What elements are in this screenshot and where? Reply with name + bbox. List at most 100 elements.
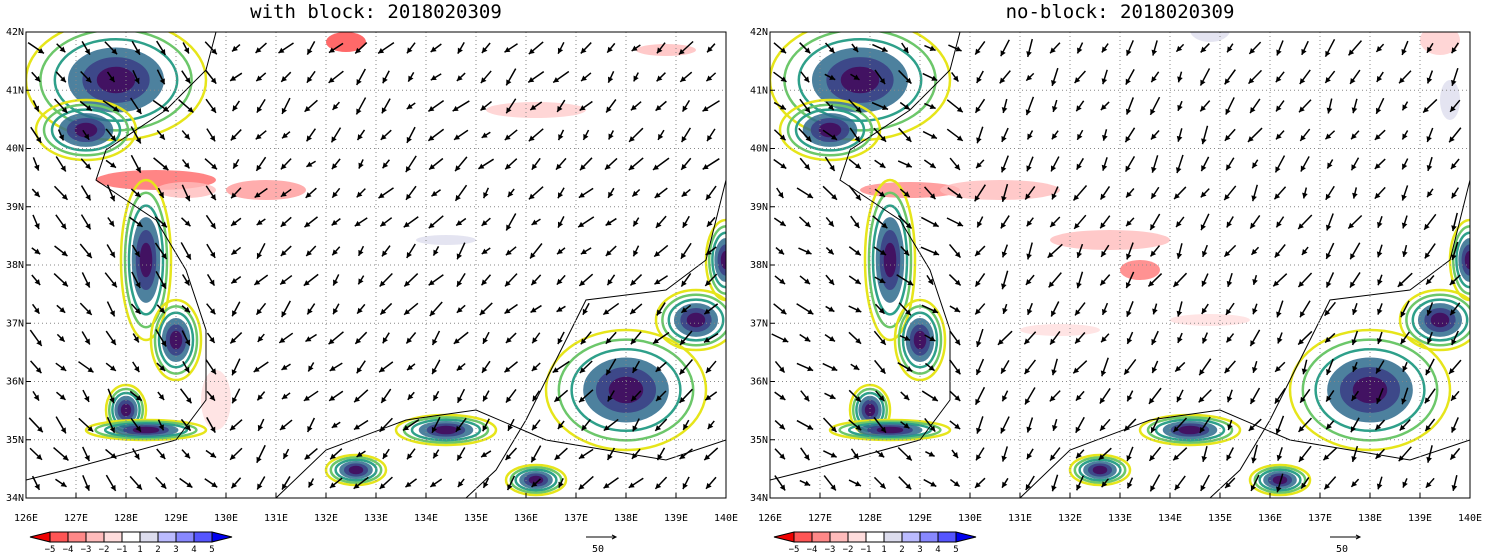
wind-arrow-head bbox=[1450, 309, 1456, 316]
wind-arrow-head bbox=[1402, 133, 1408, 140]
terrain-contour bbox=[1248, 463, 1312, 497]
wind-arrow-head bbox=[976, 76, 982, 83]
wind-arrow-head bbox=[580, 47, 587, 54]
wind-arrow-head bbox=[36, 339, 42, 346]
wind-arrow-head bbox=[357, 134, 363, 141]
wind-arrow-head bbox=[1150, 108, 1156, 115]
wind-arrow-head bbox=[1001, 283, 1007, 290]
wind-arrow-head bbox=[456, 75, 463, 81]
wind-arrow-head bbox=[954, 251, 961, 258]
wind-arrow-head bbox=[903, 104, 910, 110]
wind-arrow-head bbox=[83, 133, 90, 140]
wind-arrow-head bbox=[1376, 75, 1383, 82]
wind-arrow-head bbox=[35, 136, 42, 143]
wind-arrow-head bbox=[33, 105, 39, 112]
wind-arrow-head bbox=[1102, 134, 1108, 141]
wind-arrow-head bbox=[110, 162, 116, 168]
wind-arrow-head bbox=[1250, 340, 1256, 347]
wind-arrow-head bbox=[1175, 365, 1182, 372]
wind-arrow-head bbox=[1275, 76, 1282, 83]
wind-arrow-head bbox=[33, 164, 40, 171]
lon-label: 132E bbox=[314, 513, 338, 524]
wind-arrow-head bbox=[1326, 369, 1332, 375]
wind-arrow-head bbox=[1101, 308, 1108, 315]
wind-arrow-head bbox=[1251, 248, 1258, 255]
wind-arrow-head bbox=[556, 306, 563, 312]
wind-arrow-head bbox=[108, 220, 115, 227]
wind-arrow-head bbox=[528, 193, 535, 200]
terrain-contour bbox=[794, 108, 866, 152]
wind-arrow-head bbox=[580, 338, 587, 345]
wind-arrow-head bbox=[380, 134, 387, 140]
terrain-contour bbox=[153, 305, 199, 375]
terrain-contour bbox=[1430, 312, 1450, 328]
wind-arrow-head bbox=[905, 454, 912, 461]
wind-arrow-head bbox=[1173, 426, 1180, 433]
wind-arrow-head bbox=[331, 422, 338, 428]
wind-arrow-head bbox=[530, 307, 537, 313]
wind-arrow-head bbox=[1426, 136, 1432, 143]
wind-arrow-head bbox=[1276, 105, 1282, 112]
wind-arrow-head bbox=[1451, 254, 1457, 261]
wind-arrow-head bbox=[404, 309, 411, 315]
wind-arrow-head bbox=[1299, 311, 1306, 318]
wind-arrow-head bbox=[1051, 310, 1057, 317]
wind-arrow-head bbox=[927, 278, 934, 285]
wind-arrow-head bbox=[329, 365, 336, 371]
wind-arrow-head bbox=[1300, 396, 1306, 403]
wind-arrow-head bbox=[778, 192, 784, 199]
wind-arrow-head bbox=[432, 339, 438, 346]
wind-arrow-head bbox=[85, 194, 91, 201]
wind-arrow-head bbox=[60, 165, 66, 172]
wind-arrow-head bbox=[878, 307, 885, 314]
wind-arrow-head bbox=[1451, 225, 1457, 232]
wind-arrow-head bbox=[1273, 280, 1280, 287]
lon-label: 139E bbox=[1408, 513, 1432, 524]
wind-arrow-head bbox=[1250, 484, 1256, 491]
lat-label: 42N bbox=[750, 27, 768, 38]
wind-arrow-head bbox=[976, 368, 982, 375]
wind-arrow-head bbox=[1249, 48, 1256, 54]
wind-arrow-head bbox=[457, 454, 463, 461]
wind-arrow-head bbox=[1275, 486, 1282, 493]
wind-arrow-head bbox=[209, 279, 215, 286]
wind-arrow-head bbox=[1227, 46, 1233, 53]
anomaly-shade bbox=[1190, 32, 1230, 42]
colorbar-segment bbox=[793, 531, 813, 543]
wind-arrow-head bbox=[430, 46, 437, 52]
wind-arrow-head bbox=[1148, 280, 1155, 287]
wind-arrow-head bbox=[903, 422, 910, 429]
wind-arrow-head bbox=[1200, 46, 1207, 53]
wind-arrow-head bbox=[1200, 79, 1206, 86]
wind-arrow-head bbox=[405, 166, 412, 173]
wind-arrow-head bbox=[1226, 280, 1233, 287]
wind-arrow-head bbox=[58, 335, 65, 342]
wind-arrow-head bbox=[829, 74, 836, 80]
wind-arrow-head bbox=[580, 164, 586, 171]
lat-label: 36N bbox=[6, 377, 24, 388]
wind-arrow-head bbox=[707, 135, 713, 142]
wind-arrow-head bbox=[1148, 397, 1155, 404]
wind-arrow-head bbox=[1076, 452, 1082, 459]
wind-arrow-head bbox=[133, 336, 139, 343]
wind-arrow-head bbox=[705, 193, 712, 200]
lon-label: 129E bbox=[164, 513, 188, 524]
wind-arrow-head bbox=[952, 452, 959, 458]
wind-arrow-head bbox=[1400, 338, 1407, 345]
wind-arrow-head bbox=[608, 133, 614, 140]
wind-arrow-head bbox=[231, 482, 238, 489]
wind-arrow-head bbox=[607, 395, 613, 402]
wind-arrow-head bbox=[109, 426, 115, 433]
colorbar-segment bbox=[901, 531, 921, 543]
wind-arrow-head bbox=[483, 192, 489, 199]
wind-arrow-head bbox=[782, 337, 789, 343]
wind-arrow-head bbox=[706, 482, 712, 489]
wind-arrow-head bbox=[580, 248, 587, 255]
wind-arrow-head bbox=[408, 75, 414, 82]
wind-arrow-head bbox=[161, 221, 167, 228]
terrain-contour bbox=[570, 347, 682, 433]
wind-arrow-head bbox=[1401, 398, 1407, 405]
wind-arrow-head bbox=[1127, 482, 1133, 489]
wind-arrow-head bbox=[706, 220, 713, 227]
wind-arrow-head bbox=[430, 481, 437, 487]
